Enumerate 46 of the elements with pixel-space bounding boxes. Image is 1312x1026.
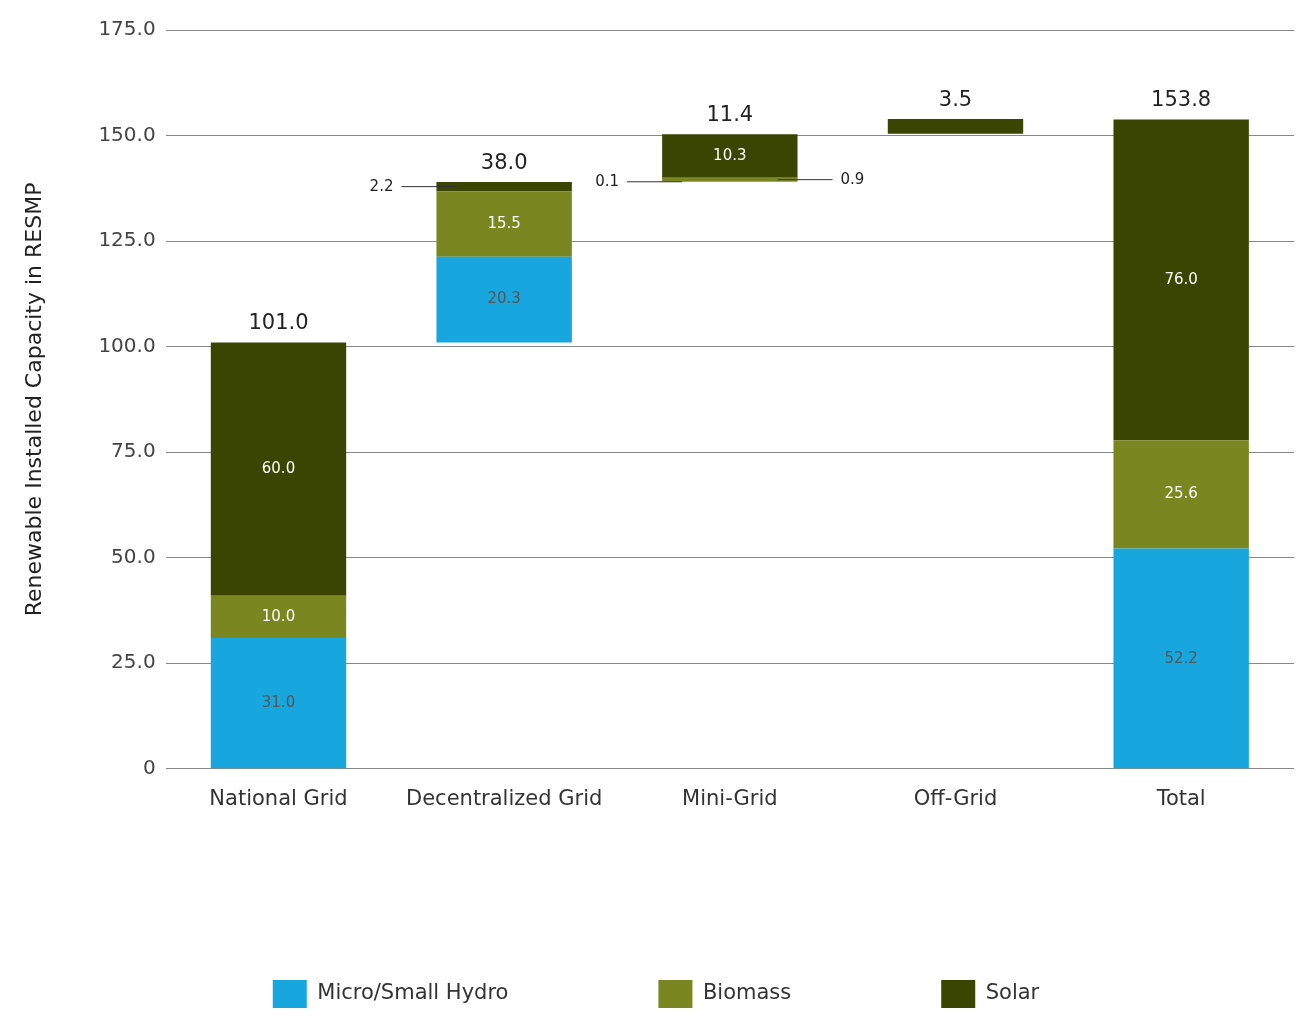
total-label: 101.0 <box>248 310 309 335</box>
x-tick-label: Total <box>1155 785 1206 810</box>
x-tick-label: National Grid <box>209 785 348 810</box>
bar <box>662 134 798 178</box>
data-label: 10.0 <box>261 606 296 625</box>
legend-label: Solar <box>985 980 1040 1005</box>
data-label: 10.3 <box>713 145 747 164</box>
data-label: 0.1 <box>595 171 620 190</box>
y-axis-title: Renewable Installed Capacity in RESMP <box>20 182 46 617</box>
data-label: 25.6 <box>1164 484 1198 503</box>
bar <box>1113 119 1249 441</box>
x-tick-label: Mini-Grid <box>682 785 778 810</box>
data-label: 15.5 <box>487 213 521 232</box>
y-tick-label: 150.0 <box>98 121 156 146</box>
data-label: 52.2 <box>1164 648 1198 667</box>
data-label: 76.0 <box>1164 269 1198 288</box>
bar <box>887 119 1024 134</box>
y-tick-label: 75.0 <box>111 438 156 463</box>
data-label: 0.9 <box>840 169 865 188</box>
total-label: 38.0 <box>480 149 528 174</box>
data-label: 2.2 <box>369 176 394 195</box>
total-label: 153.8 <box>1151 87 1212 112</box>
data-label: 31.0 <box>261 693 296 712</box>
bar <box>436 181 572 192</box>
total-label: 3.5 <box>938 87 973 112</box>
bar <box>436 191 572 257</box>
y-tick-label: 0 <box>142 755 156 779</box>
y-tick-label: 100.0 <box>98 332 156 357</box>
bar <box>210 595 347 638</box>
bar <box>662 177 798 182</box>
x-tick-label: Off-Grid <box>913 785 998 810</box>
bar <box>210 342 347 596</box>
data-label: 20.3 <box>487 289 521 308</box>
y-tick-label: 25.0 <box>111 649 156 674</box>
y-tick-label: 175.0 <box>98 16 156 41</box>
data-label: 60.0 <box>261 458 296 477</box>
bar <box>1113 440 1249 549</box>
y-tick-label: 125.0 <box>98 227 156 252</box>
legend-label: Micro/Small Hydro <box>317 980 509 1005</box>
bar <box>436 256 572 343</box>
total-label: 11.4 <box>706 102 754 127</box>
legend-label: Biomass <box>702 980 792 1005</box>
x-tick-label: Decentralized Grid <box>406 785 603 810</box>
bar <box>1113 548 1249 769</box>
bar <box>210 637 347 769</box>
y-tick-label: 50.0 <box>111 543 156 568</box>
